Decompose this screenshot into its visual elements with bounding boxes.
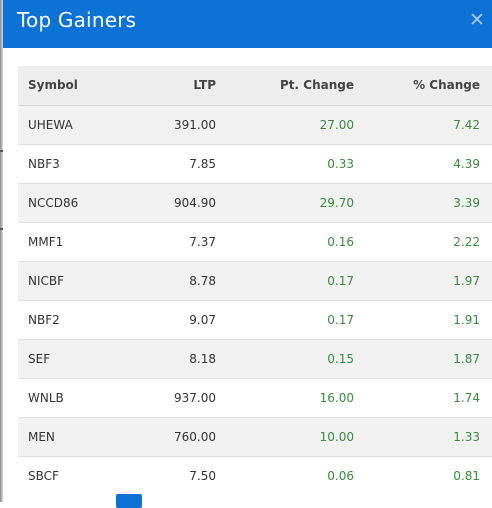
table-row[interactable]: NBF3 7.85 0.33 4.39 (18, 143, 492, 183)
cell-pt-change: 0.06 (216, 455, 354, 495)
table-row[interactable]: WNLB 937.00 16.00 1.74 (18, 377, 492, 417)
column-header-symbol[interactable]: Symbol (18, 66, 134, 106)
table-row[interactable]: MMF1 7.37 0.16 2.22 (18, 221, 492, 261)
cell-pct-change: 0.81 (354, 455, 492, 495)
cell-pt-change: 29.70 (216, 182, 354, 222)
cell-pct-change: 4.39 (354, 143, 492, 183)
cell-pct-change: 1.91 (354, 299, 492, 339)
table-row[interactable]: UHEWA 391.00 27.00 7.42 (18, 104, 492, 144)
cell-symbol[interactable]: SBCF (18, 455, 134, 495)
table-row[interactable]: SBCF 7.50 0.06 0.81 (18, 455, 492, 495)
cell-pt-change: 0.17 (216, 299, 354, 339)
cell-pt-change: 0.17 (216, 260, 354, 300)
cell-symbol[interactable]: NCCD86 (18, 182, 134, 222)
cell-ltp: 7.37 (134, 221, 216, 261)
cell-symbol[interactable]: NBF3 (18, 143, 134, 183)
cell-pt-change: 27.00 (216, 104, 354, 144)
cell-pt-change: 0.33 (216, 143, 354, 183)
cell-pt-change: 16.00 (216, 377, 354, 417)
cell-symbol[interactable]: NICBF (18, 260, 134, 300)
cell-ltp: 760.00 (134, 416, 216, 456)
cell-ltp: 391.00 (134, 104, 216, 144)
cell-ltp: 9.07 (134, 299, 216, 339)
backdrop-mark (0, 150, 3, 152)
table-header: Symbol LTP Pt. Change % Change (18, 66, 492, 106)
modal-header: Top Gainers ✕ (3, 0, 492, 48)
table-row[interactable]: NICBF 8.78 0.17 1.97 (18, 260, 492, 300)
cell-pct-change: 1.87 (354, 338, 492, 378)
cell-symbol[interactable]: NBF2 (18, 299, 134, 339)
cell-ltp: 8.78 (134, 260, 216, 300)
cell-pct-change: 3.39 (354, 182, 492, 222)
cell-symbol[interactable]: SEF (18, 338, 134, 378)
header-row: Symbol LTP Pt. Change % Change (18, 66, 492, 106)
backdrop-mark (0, 228, 3, 230)
table-body: UHEWA 391.00 27.00 7.42 NBF3 7.85 0.33 4… (18, 104, 492, 495)
cell-pct-change: 7.42 (354, 104, 492, 144)
table-row[interactable]: SEF 8.18 0.15 1.87 (18, 338, 492, 378)
cell-ltp: 904.90 (134, 182, 216, 222)
table-row[interactable]: MEN 760.00 10.00 1.33 (18, 416, 492, 456)
modal-title: Top Gainers (17, 8, 137, 32)
cell-symbol[interactable]: MEN (18, 416, 134, 456)
cell-symbol[interactable]: MMF1 (18, 221, 134, 261)
table-row[interactable]: NCCD86 904.90 29.70 3.39 (18, 182, 492, 222)
cell-pct-change: 1.74 (354, 377, 492, 417)
cell-symbol[interactable]: WNLB (18, 377, 134, 417)
pagination (18, 492, 484, 508)
cell-pct-change: 1.97 (354, 260, 492, 300)
cell-symbol[interactable]: UHEWA (18, 104, 134, 144)
cell-pct-change: 1.33 (354, 416, 492, 456)
close-icon[interactable]: ✕ (469, 9, 485, 31)
cell-ltp: 937.00 (134, 377, 216, 417)
cell-pt-change: 10.00 (216, 416, 354, 456)
cell-ltp: 8.18 (134, 338, 216, 378)
column-header-pt-change[interactable]: Pt. Change (216, 66, 354, 106)
column-header-ltp[interactable]: LTP (134, 66, 216, 106)
cell-pt-change: 0.16 (216, 221, 354, 261)
cell-pct-change: 2.22 (354, 221, 492, 261)
gainers-table: Symbol LTP Pt. Change % Change UHEWA 391… (18, 66, 492, 495)
backdrop-edge (0, 0, 3, 502)
cell-pt-change: 0.15 (216, 338, 354, 378)
cell-ltp: 7.50 (134, 455, 216, 495)
gainers-table-container: Symbol LTP Pt. Change % Change UHEWA 391… (18, 66, 492, 495)
table-row[interactable]: NBF2 9.07 0.17 1.91 (18, 299, 492, 339)
cell-ltp: 7.85 (134, 143, 216, 183)
pagination-current-page[interactable] (116, 494, 142, 508)
column-header-pct-change[interactable]: % Change (354, 66, 492, 106)
